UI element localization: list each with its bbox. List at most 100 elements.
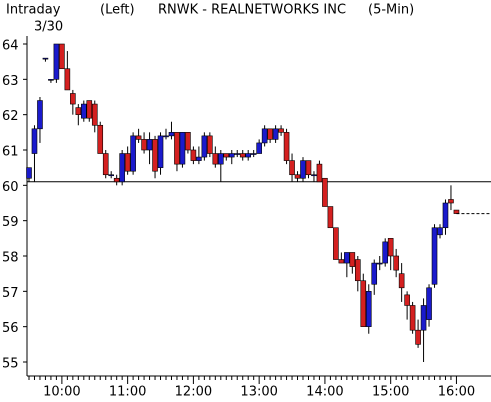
- x-tick-label: 10:00: [43, 385, 80, 400]
- candle-body: [448, 199, 454, 204]
- candle-body: [102, 153, 109, 176]
- candle-body: [453, 209, 460, 214]
- candle-body: [426, 287, 432, 320]
- candle-body: [272, 128, 279, 140]
- x-tick-label: 14:00: [306, 385, 343, 400]
- candle-body: [393, 255, 399, 271]
- candle-body: [234, 153, 241, 155]
- y-tick-label: 56: [2, 321, 19, 336]
- interval-label: (5-Min): [368, 3, 414, 18]
- candle-body: [398, 273, 405, 289]
- candle-body: [59, 43, 65, 70]
- candle-body: [316, 163, 323, 183]
- candle-body: [442, 202, 449, 229]
- candle-body: [130, 135, 136, 172]
- candle-body: [146, 139, 153, 151]
- candle-body: [409, 305, 416, 331]
- candle-body: [163, 135, 169, 138]
- candle-body: [223, 153, 230, 158]
- candle-body: [387, 238, 394, 257]
- y-tick-label: 58: [2, 251, 19, 266]
- x-tick-label: 13:00: [240, 385, 277, 400]
- candle-body: [437, 227, 443, 236]
- candle-body: [283, 132, 290, 161]
- candle-body: [212, 153, 219, 165]
- candle-body: [344, 252, 350, 264]
- y-tick-label: 55: [2, 357, 19, 372]
- candle-body: [64, 68, 71, 91]
- candle-body: [338, 259, 345, 264]
- candle-body: [322, 177, 328, 207]
- y-tick-label: 61: [2, 145, 19, 160]
- candle-body: [75, 107, 82, 115]
- candle-body: [250, 153, 257, 155]
- candle-body: [113, 177, 120, 183]
- candle-body: [294, 174, 301, 179]
- candle-body: [420, 305, 427, 331]
- candle-body: [141, 139, 147, 151]
- candle-body: [267, 128, 273, 140]
- candle-body: [179, 132, 186, 165]
- candle-body: [31, 128, 38, 154]
- y-tick-label: 57: [2, 286, 19, 301]
- candle-body: [91, 103, 98, 126]
- chart-title: RNWK - REALNETWORKS INC: [158, 3, 346, 18]
- candle-body: [201, 135, 208, 158]
- candle-body: [289, 160, 295, 176]
- date-label: 3/30: [34, 20, 63, 35]
- candle-body: [81, 103, 87, 119]
- candle-body: [108, 174, 114, 177]
- candle-body: [333, 227, 339, 260]
- candle-body: [124, 153, 131, 172]
- y-tick-label: 60: [2, 180, 19, 195]
- candle-body: [404, 294, 410, 306]
- candle-body: [300, 160, 306, 179]
- x-tick-label: 15:00: [372, 385, 409, 400]
- candle-body: [261, 128, 268, 144]
- candle-body: [360, 280, 367, 327]
- y-tick-label: 62: [2, 109, 19, 124]
- candle-body: [218, 153, 224, 165]
- candle-body: [119, 153, 125, 183]
- y-tick-label: 63: [2, 74, 19, 89]
- candle-body: [354, 259, 361, 282]
- candle-body: [152, 139, 158, 172]
- x-tick-label: 12:00: [175, 385, 212, 400]
- candle-body: [37, 100, 43, 130]
- candle-body: [365, 291, 372, 327]
- candle-body: [228, 153, 235, 158]
- candle-body: [305, 160, 312, 176]
- candle-body: [42, 57, 49, 60]
- x-tick-label: 11:00: [109, 385, 146, 400]
- candle-body: [135, 135, 142, 140]
- candle-body: [185, 132, 191, 151]
- candle-body: [86, 100, 93, 119]
- candle-body: [431, 227, 438, 285]
- candle-body: [207, 135, 213, 154]
- candle-body: [349, 252, 356, 267]
- candle-body: [97, 124, 104, 154]
- candle-body: [190, 149, 197, 161]
- y-tick-label: 64: [2, 39, 19, 54]
- candle-body: [327, 206, 334, 229]
- y-tick-label: 59: [2, 215, 19, 230]
- candle-body: [415, 329, 421, 345]
- candle-body: [256, 142, 262, 154]
- candle-body: [382, 241, 389, 264]
- candle-body: [157, 135, 164, 168]
- candle-body: [376, 262, 383, 265]
- candle-body: [371, 262, 378, 285]
- axis-side-label: (Left): [100, 3, 135, 18]
- candle-body: [26, 167, 32, 179]
- candle-body: [196, 156, 202, 161]
- candle-body: [48, 79, 54, 81]
- candle-body: [70, 93, 76, 105]
- candle-body: [168, 132, 175, 137]
- candle-body: [311, 174, 317, 177]
- candle-body: [174, 132, 180, 165]
- candle-body: [245, 153, 251, 158]
- candle-body: [239, 153, 246, 158]
- candle-body: [278, 128, 284, 133]
- x-tick-label: 16:00: [438, 385, 475, 400]
